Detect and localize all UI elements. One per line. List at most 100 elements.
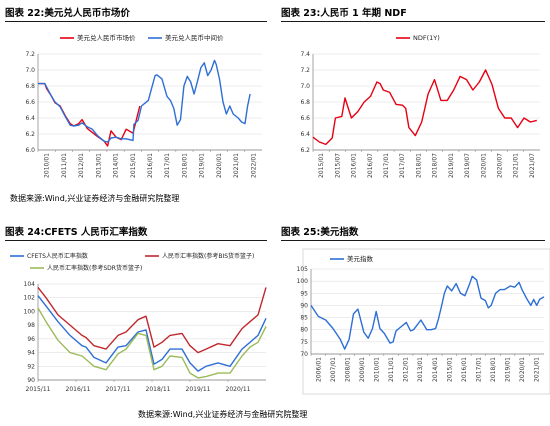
- y-tick-label: 6.4: [25, 115, 35, 122]
- x-tick-label: 2018/01: [181, 153, 188, 178]
- y-tick-label: 94: [27, 350, 35, 357]
- chart-title-24: 图表 24:CFETS 人民币汇率指数: [5, 227, 148, 238]
- title-rule-22: [5, 21, 267, 22]
- legend-label-1: CFETS人民币汇率指数: [27, 252, 88, 260]
- x-tick-label: 2012/01: [78, 153, 85, 178]
- x-tick-label: 2018/01: [490, 357, 497, 382]
- x-tick-label: 2015/01: [130, 153, 137, 178]
- x-tick-label: 2020/07: [496, 153, 503, 178]
- y-tick-label: 104: [24, 281, 36, 288]
- data-source-bottom: 数据来源:Wind,兴业证券经济与金融研究院整理: [138, 410, 308, 419]
- y-tick-label: 7.4: [300, 51, 310, 58]
- x-tick-label: 2014/01: [113, 153, 120, 178]
- x-tick-label: 2020/11: [226, 386, 251, 393]
- x-tick-label: 2016/01: [351, 153, 358, 178]
- x-tick-label: 2020/01: [519, 357, 526, 382]
- x-tick-label: 2015/01: [318, 153, 325, 178]
- cfets-chart: 90 92 94 96 98 100 102 104 2015/11 2016/11 2017/11…: [10, 252, 267, 393]
- x-tick-label: 2021/01: [513, 153, 520, 178]
- x-tick-label: 2018/11: [146, 386, 171, 393]
- ndf-chart: 6.2 6.4 6.6 6.8 7.0 7.2 7.4 2015/01 2015/07 2016/…: [300, 34, 540, 178]
- x-tick-label: 2021/01: [534, 357, 541, 382]
- x-tick-label: 2013/01: [417, 357, 424, 382]
- y-tick-label: 85: [300, 315, 308, 322]
- y-tick-label: 7.2: [300, 67, 310, 74]
- y-tick-label: 6.4: [300, 131, 310, 138]
- y-tick-label: 7.0: [300, 83, 310, 90]
- y-tick-label: 92: [27, 363, 35, 370]
- x-tick-label: 2018/07: [432, 153, 439, 178]
- y-tick-label: 6.8: [25, 83, 35, 90]
- series-line-2: [37, 286, 267, 354]
- legend-label-1: 美元兑人民币市场价: [77, 33, 136, 42]
- x-tick-label: 2009/01: [359, 357, 366, 382]
- y-tick-label: 7.2: [25, 51, 35, 58]
- chart-title-22: 图表 22:美元兑人民币市场价: [5, 8, 130, 19]
- x-tick-label: 2019/01: [448, 153, 455, 178]
- y-tick-label: 6.2: [300, 147, 310, 154]
- x-tick-label: 2010/01: [44, 153, 51, 178]
- series-line-2: [38, 59, 251, 143]
- series-line-1: [310, 275, 545, 350]
- y-tick-label: 90: [300, 302, 308, 309]
- y-tick-label: 6.6: [25, 99, 35, 106]
- y-tick-label: 7.0: [25, 67, 35, 74]
- x-tick-label: 2022/01: [250, 153, 257, 178]
- x-tick-label: 2011/01: [61, 153, 68, 178]
- x-tick-label: 2018/01: [415, 153, 422, 178]
- title-rule-23: [281, 21, 545, 22]
- y-tick-label: 6.8: [300, 99, 310, 106]
- x-tick-label: 2021/07: [529, 153, 536, 178]
- x-tick-label: 2011/01: [388, 357, 395, 382]
- usdcny-chart: 6.0 6.2 6.4 6.6 6.8 7.0 7.2 2010/01 2011/01 2012/…: [25, 33, 262, 178]
- legend-label-2: 人民币汇率指数(参考BIS货币篮子): [162, 252, 254, 260]
- x-tick-label: 2016/07: [367, 153, 374, 178]
- x-tick-label: 2014/01: [432, 357, 439, 382]
- chart-title-25: 图表 25:美元指数: [281, 227, 359, 238]
- y-tick-label: 90: [27, 377, 35, 384]
- x-tick-label: 2015/01: [446, 357, 453, 382]
- series-line-1: [38, 82, 141, 147]
- x-tick-label: 2019/07: [464, 153, 471, 178]
- x-tick-label: 2006/01: [315, 357, 322, 382]
- x-tick-label: 2021/01: [233, 153, 240, 178]
- x-tick-label: 2015/11: [26, 386, 51, 393]
- x-tick-label: 2012/01: [403, 357, 410, 382]
- x-tick-label: 2016/01: [147, 153, 154, 178]
- x-tick-label: 2017/01: [383, 153, 390, 178]
- x-tick-label: 2017/01: [164, 153, 171, 178]
- legend-label-1: NDF(1Y): [413, 34, 440, 42]
- legend-label-1: 美元指数: [347, 254, 374, 263]
- x-tick-label: 2017/01: [475, 357, 482, 382]
- x-tick-label: 2008/01: [344, 357, 351, 382]
- x-tick-label: 2016/01: [461, 357, 468, 382]
- x-tick-label: 2019/01: [505, 357, 512, 382]
- legend-label-3: 人民币汇率指数(参考SDR货币篮子): [47, 264, 142, 272]
- y-tick-label: 95: [300, 290, 308, 297]
- y-tick-label: 100: [24, 308, 36, 315]
- y-tick-label: 98: [27, 322, 35, 329]
- x-tick-label: 2017/07: [399, 153, 406, 178]
- y-tick-label: 75: [300, 339, 308, 346]
- x-tick-label: 2010/01: [374, 357, 381, 382]
- x-tick-label: 2020/01: [216, 153, 223, 178]
- x-tick-label: 2016/11: [66, 386, 91, 393]
- y-tick-label: 6.0: [25, 147, 35, 154]
- x-tick-label: 2007/01: [330, 357, 337, 382]
- legend-label-2: 美元兑人民币中间价: [165, 33, 224, 42]
- y-tick-label: 6.2: [25, 131, 35, 138]
- series-line-1: [312, 69, 537, 146]
- chart-title-23: 图表 23:人民币 1 年期 NDF: [281, 8, 407, 19]
- data-source-top: 数据来源:Wind,兴业证券经济与金融研究院整理: [10, 194, 180, 203]
- y-tick-label: 105: [297, 266, 309, 273]
- y-tick-label: 70: [300, 351, 308, 358]
- y-tick-label: 96: [27, 336, 35, 343]
- dxy-chart: 70 75 80 85 90 95 100 105 2006/01 2007/01 2008/01 2…: [297, 248, 550, 395]
- title-rule-24: [5, 240, 267, 241]
- chart-frame: [302, 248, 550, 395]
- x-tick-label: 2019/11: [186, 386, 211, 393]
- x-tick-label: 2015/07: [334, 153, 341, 178]
- y-tick-label: 102: [24, 295, 36, 302]
- x-tick-label: 2017/11: [106, 386, 131, 393]
- y-tick-label: 80: [300, 327, 308, 334]
